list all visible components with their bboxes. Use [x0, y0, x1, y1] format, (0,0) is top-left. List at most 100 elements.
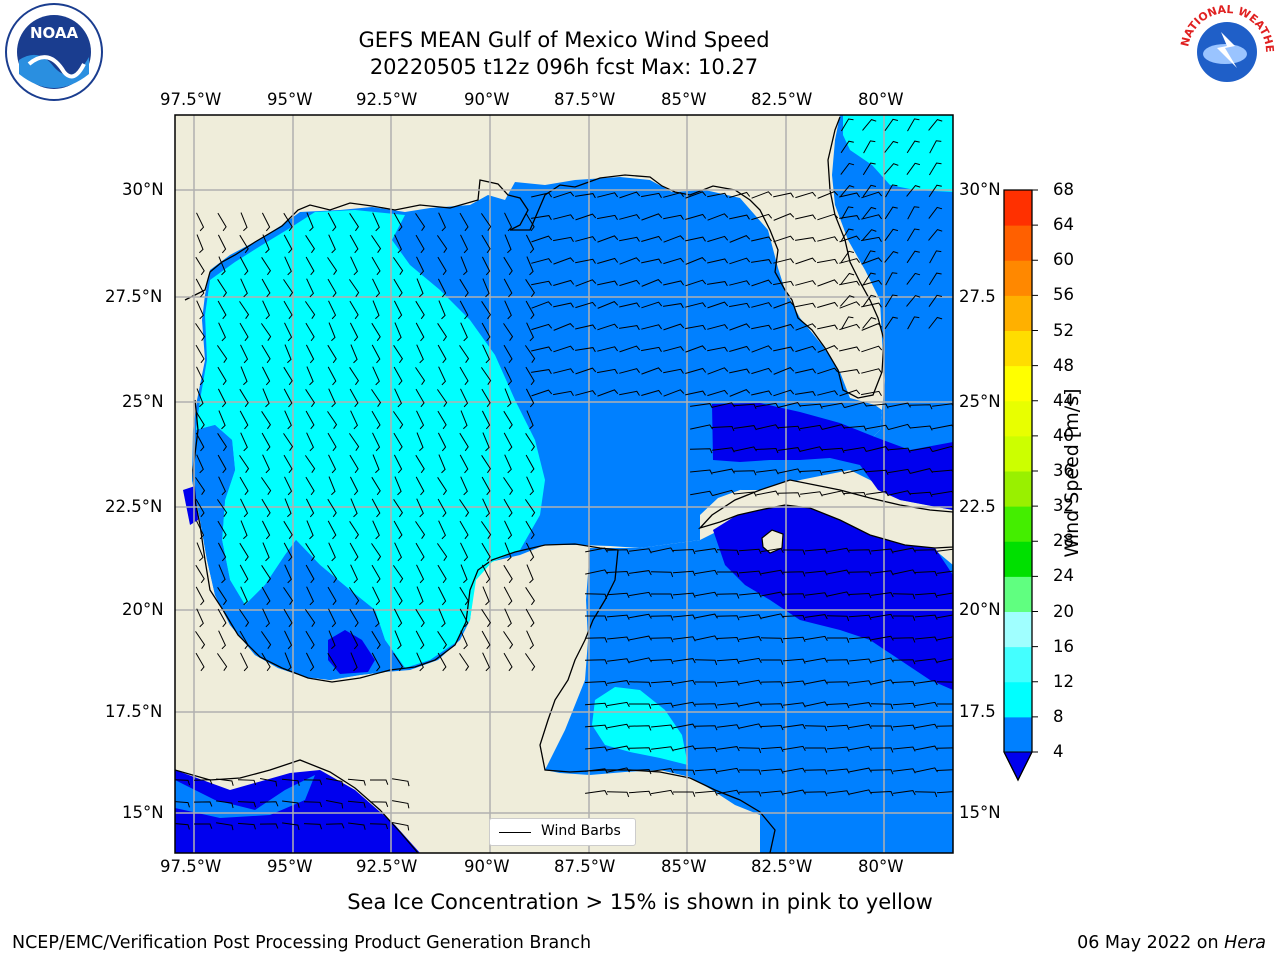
wind-barb	[716, 549, 740, 556]
wind-barb	[641, 235, 663, 242]
wind-barb	[783, 745, 806, 752]
wind-barb	[619, 191, 641, 199]
wind-barb	[259, 823, 279, 829]
wind-barb	[795, 391, 816, 397]
wind-barb	[459, 586, 469, 606]
wind-barb	[751, 259, 772, 265]
wind-barb	[884, 294, 898, 308]
wind-barb	[575, 236, 597, 242]
wind-barb	[325, 823, 345, 829]
wind-barb	[909, 404, 933, 410]
wind-barb	[305, 389, 316, 408]
wind-barb	[393, 278, 403, 298]
wind-barb	[525, 454, 535, 474]
wind-barb	[641, 367, 663, 375]
wind-barb	[805, 635, 828, 642]
wind-barb	[585, 569, 608, 575]
wind-barb	[826, 702, 850, 709]
wind-barb	[394, 234, 402, 254]
wind-barb	[175, 779, 191, 786]
colorbar-tick-label: 48	[1053, 355, 1074, 375]
wind-barb	[863, 140, 876, 154]
wind-barb	[575, 301, 597, 309]
wind-barb	[871, 725, 894, 731]
wind-barb	[349, 542, 359, 562]
wind-barb	[525, 587, 536, 606]
wind-barb	[481, 301, 492, 320]
graticule	[175, 115, 953, 853]
wind-barb	[716, 593, 740, 599]
lon-label-top-82-5: 82.5°W	[751, 90, 813, 109]
wind-barb	[531, 280, 552, 286]
wind-barb	[262, 542, 270, 562]
wind-barb	[805, 657, 828, 663]
wind-barb	[619, 302, 641, 308]
wind-barb	[372, 212, 380, 232]
wind-barb	[328, 608, 337, 628]
wind-barb	[738, 570, 762, 576]
wind-barb	[526, 476, 534, 496]
wind-barb	[641, 279, 663, 287]
wind-barb	[861, 236, 882, 242]
wind-barb	[707, 258, 729, 264]
wind-barb	[305, 543, 316, 562]
wind-barb	[262, 388, 270, 408]
wind-barb	[575, 324, 597, 330]
wind-barb	[175, 823, 190, 830]
wind-barb	[415, 300, 425, 320]
wind-barb	[575, 258, 596, 264]
wind-barb	[415, 213, 426, 231]
wind-barb	[239, 388, 249, 408]
wind-barb	[734, 491, 757, 497]
wind-barb	[712, 447, 735, 453]
wind-barb	[628, 768, 652, 775]
wind-barb	[553, 257, 575, 265]
wind-barb	[459, 499, 470, 517]
wind-barb	[392, 800, 410, 809]
wind-barb	[606, 592, 630, 599]
wind-barb	[641, 324, 663, 330]
wind-barb	[392, 257, 404, 275]
wind-barb	[839, 235, 861, 243]
wind-barb	[481, 630, 491, 650]
wind-barb	[607, 723, 630, 729]
wind-barb	[887, 447, 911, 453]
wind-barb	[284, 256, 292, 276]
wind-barb	[372, 300, 380, 320]
wind-barb	[327, 257, 338, 275]
lat-label-right-20: 20°N	[959, 600, 1001, 619]
wind-barb	[553, 302, 574, 308]
wind-barb	[347, 800, 366, 808]
wind-barb	[914, 549, 938, 555]
wind-barb	[888, 490, 912, 496]
wind-barb	[892, 724, 916, 730]
wind-barb	[305, 344, 315, 364]
wind-barb	[553, 345, 575, 353]
wind-barb	[371, 235, 382, 253]
wind-barb	[326, 800, 344, 809]
wind-barb	[641, 213, 663, 221]
wind-barb	[438, 300, 446, 320]
wind-barb	[371, 410, 381, 430]
wind-barb	[524, 499, 536, 517]
wind-barb	[849, 767, 872, 773]
wind-barb	[218, 256, 226, 276]
wind-barb	[861, 302, 882, 308]
wind-barb	[437, 432, 447, 452]
wind-barb	[906, 162, 921, 175]
wind-barb	[685, 213, 707, 220]
wind-barb	[371, 476, 381, 496]
wind-barb	[371, 322, 381, 342]
wind-barb	[651, 768, 674, 774]
wind-barb	[673, 679, 696, 686]
wind-barb	[531, 346, 553, 352]
credit-branch: NCEP/EMC/Verification Post Processing Pr…	[12, 933, 592, 953]
wind-barb	[597, 301, 619, 309]
title-line-1: GEFS MEAN Gulf of Mexico Wind Speed	[358, 28, 770, 52]
wind-barb	[651, 593, 674, 599]
wind-barb	[240, 212, 248, 232]
wind-barb	[685, 324, 706, 330]
wind-barb	[369, 823, 389, 830]
wind-barb	[393, 432, 403, 452]
